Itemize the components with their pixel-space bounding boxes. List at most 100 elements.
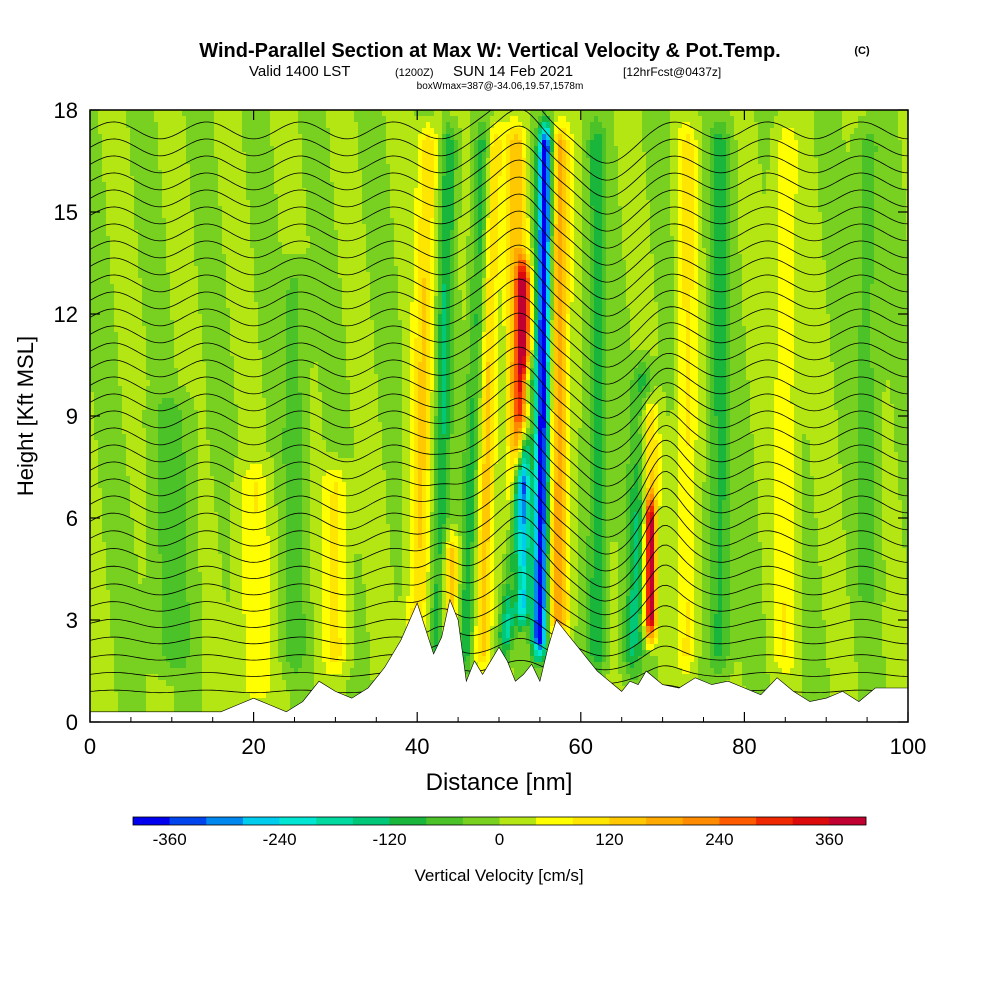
field-cell xyxy=(242,176,247,183)
field-cell xyxy=(710,200,715,207)
field-cell xyxy=(806,140,811,147)
field-cell xyxy=(498,122,503,129)
field-cell xyxy=(298,230,303,237)
field-cell xyxy=(534,230,539,237)
field-cell xyxy=(310,230,315,237)
field-cell xyxy=(298,212,303,219)
field-cell xyxy=(610,110,615,117)
field-cell xyxy=(566,248,571,255)
field-cell xyxy=(818,182,823,189)
field-cell xyxy=(198,128,203,135)
field-cell xyxy=(398,134,403,141)
field-cell xyxy=(894,128,899,135)
field-cell xyxy=(446,200,451,207)
field-cell xyxy=(662,182,667,189)
field-cell xyxy=(742,128,747,135)
field-cell xyxy=(882,236,887,243)
field-cell xyxy=(398,242,403,249)
field-cell xyxy=(466,170,471,177)
field-cell xyxy=(306,176,311,183)
field-cell xyxy=(202,230,207,237)
field-cell xyxy=(226,128,231,135)
field-cell xyxy=(634,206,639,213)
field-cell xyxy=(606,242,611,249)
field-cell xyxy=(334,128,339,135)
field-cell xyxy=(590,164,595,171)
field-cell xyxy=(706,176,711,183)
field-cell xyxy=(206,146,211,153)
field-cell xyxy=(322,248,327,255)
field-cell xyxy=(486,224,491,231)
field-cell xyxy=(386,236,391,243)
field-cell xyxy=(138,242,143,249)
field-cell xyxy=(326,218,331,225)
field-cell xyxy=(886,206,891,213)
field-cell xyxy=(578,140,583,147)
field-cell xyxy=(842,194,847,201)
field-cell xyxy=(190,170,195,177)
field-cell xyxy=(302,176,307,183)
field-cell xyxy=(602,218,607,225)
field-cell xyxy=(606,146,611,153)
field-cell xyxy=(710,122,715,129)
field-cell xyxy=(834,170,839,177)
field-cell xyxy=(482,188,487,195)
field-cell xyxy=(342,224,347,231)
field-cell xyxy=(602,248,607,255)
field-cell xyxy=(354,140,359,147)
field-cell xyxy=(594,230,599,237)
field-cell xyxy=(434,218,439,225)
field-cell xyxy=(90,158,95,165)
field-cell xyxy=(482,182,487,189)
field-cell xyxy=(854,242,859,249)
field-cell xyxy=(158,200,163,207)
field-cell xyxy=(570,134,575,141)
field-cell xyxy=(114,146,119,153)
field-cell xyxy=(194,134,199,141)
field-cell xyxy=(906,242,908,249)
field-cell xyxy=(742,170,747,177)
field-cell xyxy=(250,194,255,201)
field-cell xyxy=(586,182,591,189)
field-cell xyxy=(162,128,167,135)
field-cell xyxy=(906,158,908,165)
field-cell xyxy=(690,176,695,183)
field-cell xyxy=(206,176,211,183)
field-cell xyxy=(110,242,115,249)
field-cell xyxy=(334,116,339,123)
field-cell xyxy=(230,242,235,249)
field-cell xyxy=(518,164,523,171)
field-cell xyxy=(706,110,711,117)
field-cell xyxy=(742,224,747,231)
field-cell xyxy=(750,122,755,129)
field-cell xyxy=(146,122,151,129)
field-cell xyxy=(718,164,723,171)
field-cell xyxy=(418,116,423,123)
field-cell xyxy=(642,248,647,255)
field-cell xyxy=(766,230,771,237)
field-cell xyxy=(518,110,523,117)
field-cell xyxy=(902,188,907,195)
field-cell xyxy=(630,188,635,195)
field-cell xyxy=(738,110,743,117)
field-cell xyxy=(582,200,587,207)
field-cell xyxy=(158,158,163,165)
field-cell xyxy=(226,200,231,207)
field-cell xyxy=(134,218,139,225)
field-cell xyxy=(426,164,431,171)
field-cell xyxy=(262,206,267,213)
field-cell xyxy=(474,140,479,147)
field-cell xyxy=(430,122,435,129)
field-cell xyxy=(902,194,907,201)
field-cell xyxy=(174,152,179,159)
field-cell xyxy=(514,134,519,141)
field-cell xyxy=(110,152,115,159)
field-cell xyxy=(514,164,519,171)
field-cell xyxy=(666,158,671,165)
field-cell xyxy=(378,152,383,159)
field-cell xyxy=(622,122,627,129)
field-cell xyxy=(130,200,135,207)
field-cell xyxy=(358,110,363,117)
field-cell xyxy=(774,176,779,183)
field-cell xyxy=(570,230,575,237)
